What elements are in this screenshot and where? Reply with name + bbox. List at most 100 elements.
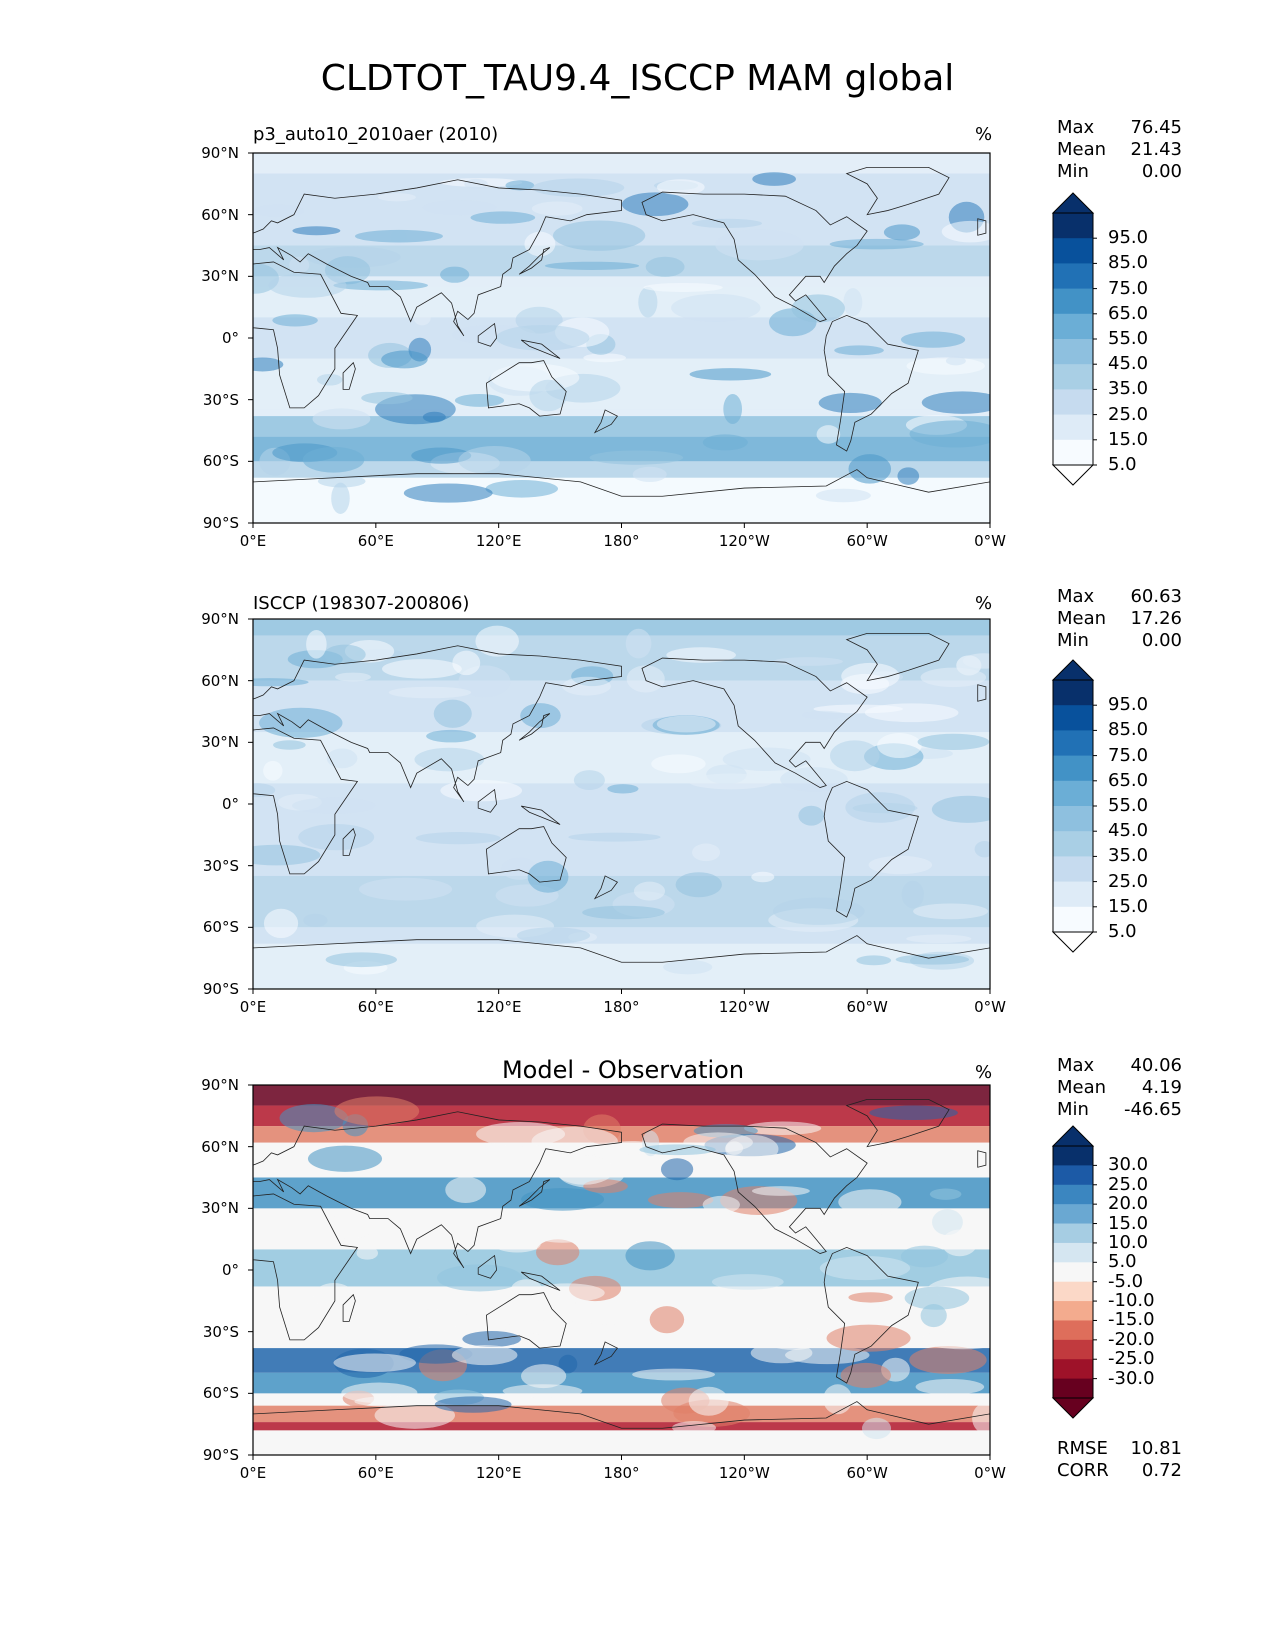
- rmse-value: 10.81: [1130, 1438, 1182, 1459]
- field-blob: [909, 951, 975, 970]
- field-blob: [852, 802, 918, 814]
- colorbar-segment: [1053, 856, 1093, 883]
- lon-tick-label: 120°E: [475, 998, 522, 1016]
- colorbar-label: 85.0: [1108, 719, 1149, 741]
- field-blob: [505, 180, 535, 191]
- field-blob: [493, 1236, 541, 1253]
- field-blob: [666, 647, 736, 663]
- field-blob: [906, 357, 985, 375]
- field-blob: [972, 1402, 990, 1434]
- field-blob: [607, 784, 639, 794]
- field-blob: [663, 959, 713, 975]
- colorbar-segment: [1053, 831, 1093, 857]
- field-band: [253, 210, 990, 246]
- colorbar-segment: [1053, 364, 1093, 390]
- field-blob: [856, 955, 892, 966]
- coastline: [593, 409, 619, 434]
- field-blob: [411, 447, 472, 464]
- field-band: [253, 943, 990, 989]
- lon-tick-label: 0°W: [974, 1464, 1006, 1482]
- colorbar-segment: [1053, 881, 1093, 908]
- field-blob: [335, 672, 371, 682]
- field-blob: [496, 324, 590, 351]
- lat-tick-label: 60°S: [202, 452, 239, 471]
- colorbar-label: 65.0: [1108, 769, 1149, 791]
- coastline: [977, 218, 987, 236]
- field-blob: [430, 451, 500, 475]
- coastline: [253, 727, 359, 875]
- field-blob: [521, 1364, 567, 1389]
- map-field: [253, 619, 990, 989]
- colorbar-label: 35.0: [1108, 845, 1149, 867]
- field-blob: [440, 779, 523, 802]
- unit-label: %: [975, 593, 993, 614]
- field-blob: [791, 294, 845, 323]
- field-blob: [451, 1345, 518, 1366]
- colorbar-label: 15.0: [1108, 1212, 1149, 1234]
- figure-title: CLDTOT_TAU9.4_ISCCP MAM global: [320, 58, 955, 99]
- coastline: [520, 805, 561, 825]
- field-blob: [418, 1349, 467, 1382]
- unit-label: %: [975, 124, 993, 145]
- field-blob: [253, 783, 276, 798]
- field-blob: [341, 1382, 418, 1404]
- field-blob: [388, 686, 472, 699]
- field-blob: [804, 1221, 832, 1244]
- field-blob: [399, 1344, 473, 1364]
- colorbar-extend-top: [1051, 192, 1095, 214]
- field-blob: [917, 733, 990, 750]
- colorbar: [1051, 659, 1097, 953]
- coastline: [253, 1111, 622, 1269]
- field-blob: [932, 1209, 963, 1236]
- colorbar-segment: [1053, 906, 1093, 933]
- field-blob: [263, 760, 283, 781]
- field-blob: [798, 805, 825, 826]
- field-blob: [583, 1114, 621, 1145]
- field-blob: [495, 884, 559, 907]
- field-blob: [358, 877, 453, 901]
- field-blob: [877, 733, 922, 759]
- field-blob: [772, 897, 865, 925]
- colorbar-label: 5.0: [1108, 454, 1137, 475]
- field-blob: [826, 1324, 911, 1352]
- lon-tick-label: 60°E: [357, 998, 394, 1016]
- lat-tick-label: 90°N: [201, 144, 239, 162]
- field-band: [253, 1372, 990, 1394]
- field-blob: [559, 1161, 625, 1188]
- coastline: [641, 657, 868, 788]
- field-blob: [883, 224, 921, 241]
- field-blob: [906, 934, 972, 944]
- field-band: [253, 1126, 990, 1143]
- field-blob: [656, 715, 716, 733]
- field-blob: [452, 650, 481, 676]
- lon-tick-label: 60°E: [357, 532, 394, 550]
- field-blob: [801, 710, 846, 720]
- coastline: [593, 1341, 619, 1366]
- field-blob: [272, 443, 338, 463]
- field-blob: [750, 1342, 813, 1364]
- stats-box: Max 76.45 Mean 21.43 Min 0.00: [1057, 117, 1182, 183]
- field-blob: [909, 420, 990, 448]
- lat-tick-label: 60°S: [202, 918, 239, 937]
- field-band: [253, 619, 990, 636]
- field-blob: [520, 703, 561, 729]
- field-blob: [488, 366, 552, 396]
- field-blob: [633, 881, 666, 901]
- colorbar: [1051, 1125, 1097, 1419]
- stat-mean-label: Mean: [1057, 608, 1107, 629]
- lat-tick-label: 90°S: [202, 514, 239, 532]
- field-blob: [582, 905, 665, 920]
- field-blob: [562, 676, 611, 696]
- stat-max-value: 76.45: [1130, 117, 1182, 138]
- colorbar-label: 35.0: [1108, 378, 1149, 400]
- colorbar-label: -15.0: [1108, 1309, 1155, 1331]
- field-band: [253, 732, 990, 784]
- colorbar-segment: [1053, 780, 1093, 807]
- field-band: [253, 245, 990, 277]
- rmse-label: RMSE: [1057, 1438, 1108, 1459]
- field-blob: [501, 857, 538, 880]
- field-blob: [639, 1144, 716, 1156]
- coastline: [253, 261, 359, 409]
- field-blob: [661, 1387, 710, 1414]
- stat-min-value: 0.00: [1141, 161, 1182, 182]
